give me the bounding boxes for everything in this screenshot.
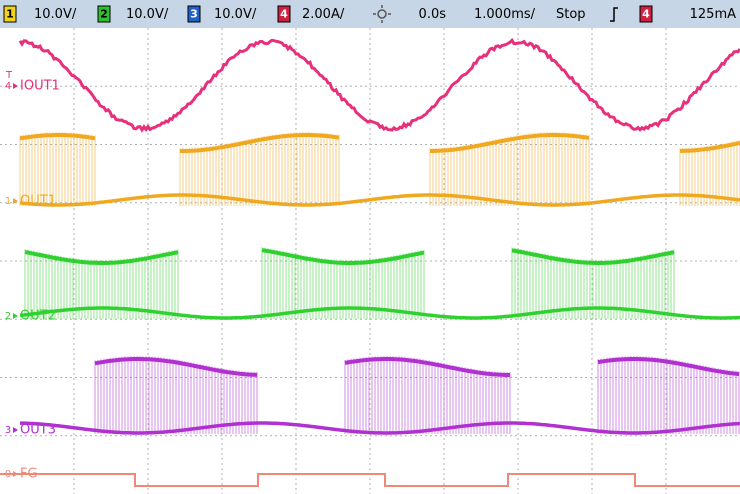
oscilloscope-screen: 1 10.0V/ 2 10.0V/ 3 10.0V/ 4 2.00A/ 0.0s…: [0, 0, 740, 494]
trace-marker: 3: [5, 425, 11, 436]
trace-label: IOUT1: [20, 79, 60, 94]
trace-label: OUT1: [20, 194, 56, 209]
trigger-channel: 4: [642, 8, 650, 21]
channel-scale: 10.0V/: [214, 7, 257, 22]
status-bar: [0, 0, 740, 28]
time-offset: 0.0s: [419, 7, 447, 22]
trace-label: OUT2: [20, 309, 56, 324]
trace-marker: 2: [5, 311, 11, 322]
trace-label: FG: [20, 467, 38, 482]
channel-scale: 2.00A/: [302, 7, 345, 22]
channel-scale: 10.0V/: [126, 7, 169, 22]
channel-number: 3: [190, 8, 198, 21]
trigger-marker: T: [5, 70, 13, 81]
channel-number: 4: [280, 8, 288, 21]
trace-label: OUT3: [20, 423, 56, 438]
channel-number: 2: [100, 8, 108, 21]
channel-number: 1: [6, 8, 14, 21]
trigger-level: 125mA: [690, 7, 736, 22]
channel-scale: 10.0V/: [34, 7, 77, 22]
page: 1 10.0V/ 2 10.0V/ 3 10.0V/ 4 2.00A/ 0.0s…: [0, 0, 740, 494]
trace-marker: 4: [5, 81, 11, 92]
run-state[interactable]: Stop: [556, 7, 586, 22]
timebase: 1.000ms/: [474, 7, 536, 22]
trace-marker: 1: [5, 196, 11, 207]
trace-marker: 0: [5, 469, 11, 480]
